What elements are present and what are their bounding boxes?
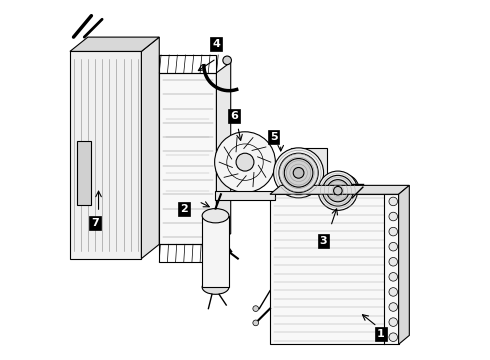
Text: 2: 2 [180, 203, 188, 213]
Circle shape [236, 153, 254, 171]
Circle shape [293, 167, 304, 178]
Bar [159, 55, 217, 73]
Polygon shape [217, 62, 231, 244]
Bar [159, 73, 217, 244]
Text: 5: 5 [270, 132, 277, 142]
Circle shape [273, 148, 323, 198]
Circle shape [389, 303, 397, 311]
Circle shape [389, 318, 397, 327]
Circle shape [389, 242, 397, 251]
Circle shape [389, 227, 397, 236]
Text: 6: 6 [230, 111, 238, 121]
Bar [202, 216, 229, 287]
Bar [77, 141, 92, 205]
Circle shape [215, 132, 275, 193]
Circle shape [389, 197, 397, 206]
Circle shape [284, 158, 313, 187]
Bar [70, 51, 142, 258]
Polygon shape [142, 37, 159, 258]
Circle shape [389, 273, 397, 281]
Circle shape [322, 175, 353, 206]
Text: 4: 4 [213, 39, 220, 49]
Polygon shape [398, 185, 409, 344]
Circle shape [253, 306, 259, 311]
Polygon shape [270, 185, 409, 194]
Circle shape [253, 320, 259, 326]
Circle shape [389, 288, 397, 296]
Circle shape [389, 257, 397, 266]
Ellipse shape [202, 280, 229, 294]
Circle shape [389, 333, 397, 342]
Ellipse shape [202, 208, 229, 223]
Circle shape [334, 186, 342, 195]
Bar [270, 194, 398, 344]
Bar [215, 191, 275, 200]
Circle shape [279, 153, 318, 193]
Ellipse shape [331, 175, 359, 207]
Circle shape [327, 180, 349, 202]
Polygon shape [70, 37, 159, 51]
Circle shape [389, 212, 397, 221]
Circle shape [223, 56, 231, 64]
Text: 3: 3 [320, 236, 327, 246]
Circle shape [318, 171, 358, 210]
Bar [159, 244, 217, 262]
Bar [292, 148, 327, 212]
Text: 7: 7 [91, 218, 99, 228]
Text: 1: 1 [377, 329, 385, 339]
